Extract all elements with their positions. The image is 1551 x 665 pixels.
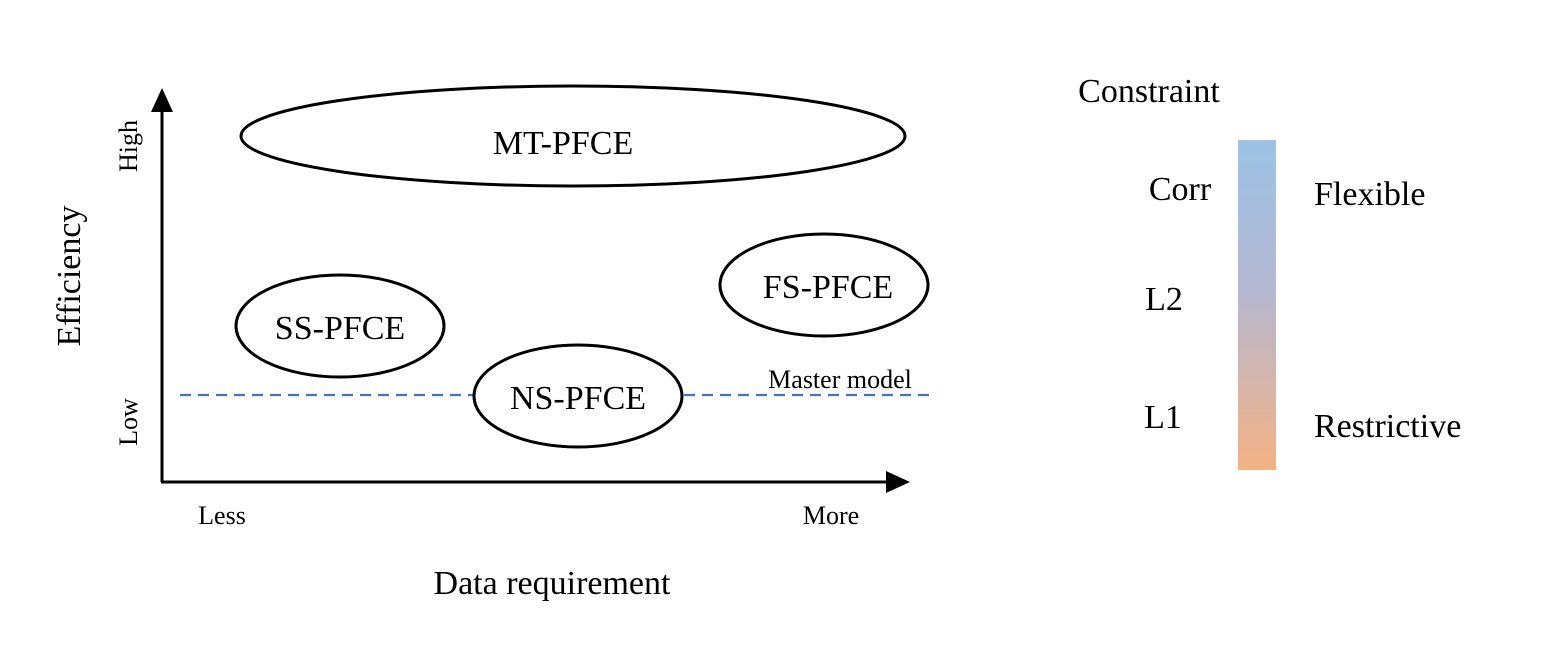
mt-pfce-node: MT-PFCE <box>239 84 907 188</box>
fs-pfce-ellipse <box>718 232 930 338</box>
constraint-level-l1: L1 <box>1144 399 1182 436</box>
ss-pfce-node: SS-PFCE <box>234 273 446 379</box>
ss-pfce-label: SS-PFCE <box>275 310 405 347</box>
constraint-level-l2: L2 <box>1145 281 1183 318</box>
x-axis-less-label: Less <box>198 501 246 530</box>
ns-pfce-label: NS-PFCE <box>510 380 646 417</box>
ss-pfce-ellipse <box>234 273 446 379</box>
constraint-restrictive-label: Restrictive <box>1314 408 1461 445</box>
x-axis-more-label: More <box>803 501 859 530</box>
y-axis-arrowhead <box>151 88 173 112</box>
constraint-level-corr: Corr <box>1149 171 1212 208</box>
x-axis-label: Data requirement <box>434 565 671 602</box>
mt-pfce-ellipse <box>239 84 907 188</box>
y-axis-high-label: High <box>114 120 143 172</box>
mt-pfce-label: MT-PFCE <box>493 125 633 162</box>
constraint-gradient-bar <box>1238 140 1276 470</box>
x-axis-arrowhead <box>886 471 910 493</box>
y-axis-label: Efficiency <box>51 206 88 347</box>
constraint-title: Constraint <box>1078 73 1220 110</box>
constraint-flexible-label: Flexible <box>1314 176 1425 213</box>
ns-pfce-node: NS-PFCE <box>472 343 684 449</box>
fs-pfce-node: FS-PFCE <box>718 232 930 338</box>
fs-pfce-label: FS-PFCE <box>763 269 893 306</box>
ns-pfce-ellipse <box>472 343 684 449</box>
master-model-label: Master model <box>768 365 912 394</box>
y-axis-low-label: Low <box>114 398 143 446</box>
